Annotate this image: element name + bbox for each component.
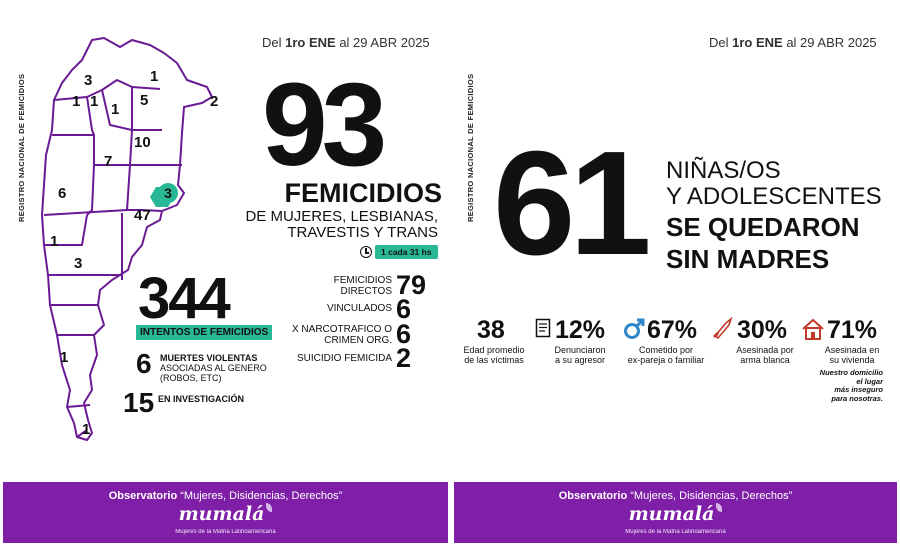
children-line-4: SIN MADRES: [666, 244, 830, 274]
map-count: 1: [82, 421, 91, 438]
date-range: Del 1ro ENE al 29 ABR 2025: [262, 35, 430, 50]
femicide-title: FEMICIDIOS: [284, 178, 442, 208]
leaf-icon: [266, 503, 273, 512]
house-icon: [802, 318, 824, 340]
breakdown-value: 6: [396, 319, 412, 349]
map-count: 1: [60, 349, 69, 366]
attempts-badge: INTENTOS DE FEMICIDIOS: [136, 325, 273, 340]
stat-label: Asesinada por arma blanca: [736, 345, 794, 365]
stat-value: 71%: [827, 316, 878, 344]
attempts-count: 344: [138, 266, 231, 331]
map-count: 1: [111, 101, 120, 118]
map-count: 1: [72, 93, 81, 110]
stat-label: Asesinada en su vivienda: [824, 345, 880, 365]
rate-badge: 1 cada 31 hs: [375, 245, 438, 259]
footer-banner: Observatorio “Mujeres, Disidencias, Dere…: [3, 482, 448, 543]
map-count: 6: [58, 185, 67, 202]
side-label: REGISTRO NACIONAL DE FEMICIDIOS: [17, 73, 26, 222]
observatory-title: Observatorio “Mujeres, Disidencias, Dere…: [108, 490, 343, 502]
map-count: 1: [50, 233, 59, 250]
map-count: 10: [134, 134, 151, 151]
mumala-logo: mumalá: [3, 503, 448, 525]
breakdown-label: SUICIDIO FEMICIDA: [296, 353, 392, 364]
stat-value: 30%: [737, 316, 788, 344]
children-count: 61: [493, 121, 652, 286]
side-label: REGISTRO NACIONAL DE FEMICIDIOS: [466, 73, 475, 222]
orphans-panel: REGISTRO NACIONAL DE FEMICIDIOS Del 1ro …: [453, 0, 900, 545]
home-note: Nuestro domicilio el lugar más inseguro …: [819, 368, 883, 403]
children-line-2: Y ADOLESCENTES: [666, 183, 882, 210]
date-range: Del 1ro ENE al 29 ABR 2025: [709, 35, 877, 50]
stat-label: Cometido por ex-pareja o familiar: [627, 345, 705, 365]
logo-tagline: Mujeres de la Matria Latinoamericana: [625, 529, 726, 535]
map-count: 3: [74, 255, 83, 272]
mumala-logo: mumalá: [454, 503, 897, 525]
map-count: 1: [90, 93, 99, 110]
breakdown-label: X NARCOTRAFICO O CRIMEN ORG.: [291, 324, 392, 346]
observatory-title: Observatorio “Mujeres, Disidencias, Dere…: [558, 490, 793, 502]
violent-deaths-count: 6: [136, 348, 152, 379]
femicide-subtitle: DE MUJERES, LESBIANAS, TRAVESTIS Y TRANS: [245, 208, 438, 241]
male-symbol-icon: [624, 318, 645, 339]
children-line-3: SE QUEDARON: [666, 212, 860, 242]
clock-icon: [360, 246, 372, 258]
breakdown-label: VINCULADOS: [326, 303, 392, 314]
argentina-map: 3 1 1 1 1 5 2 10 7 3 6 47 1 3 1 1: [32, 35, 252, 450]
map-count: 2: [210, 93, 219, 110]
map-count: 47: [134, 207, 151, 224]
breakdown-value: 79: [396, 270, 427, 300]
logo-tagline: Mujeres de la Matria Latinoamericana: [175, 529, 276, 535]
children-line-1: NIÑAS/OS: [666, 157, 781, 184]
investigation-label: EN INVESTIGACIÓN: [158, 394, 245, 404]
stat-value: 67%: [647, 316, 698, 344]
panel-divider: [449, 0, 453, 545]
violent-deaths-label: MUERTES VIOLENTAS ASOCIADAS AL GENERO (R…: [160, 353, 267, 383]
stat-value: 38: [477, 316, 505, 344]
investigation-count: 15: [123, 387, 155, 418]
stat-value: 12%: [555, 316, 606, 344]
femicide-count: 93: [262, 59, 387, 191]
map-count: 1: [150, 68, 159, 85]
breakdown-value: 6: [396, 294, 412, 324]
map-count: 3: [84, 72, 93, 89]
stat-label: Edad promedio de las víctimas: [463, 345, 525, 365]
document-icon: [535, 318, 551, 338]
femicides-panel: REGISTRO NACIONAL DE FEMICIDIOS Del 1ro …: [17, 35, 442, 450]
breakdown-label: FEMICIDIOS DIRECTOS: [333, 275, 392, 297]
breakdown-value: 2: [396, 343, 412, 373]
map-count: 5: [140, 92, 149, 109]
stat-label: Denunciaron a su agresor: [554, 345, 606, 365]
footer-banner: Observatorio “Mujeres, Disidencias, Dere…: [454, 482, 897, 543]
map-count-highlight: 3: [158, 183, 178, 203]
knife-icon: [712, 316, 733, 340]
map-count: 7: [104, 153, 113, 170]
leaf-icon: [716, 503, 723, 512]
